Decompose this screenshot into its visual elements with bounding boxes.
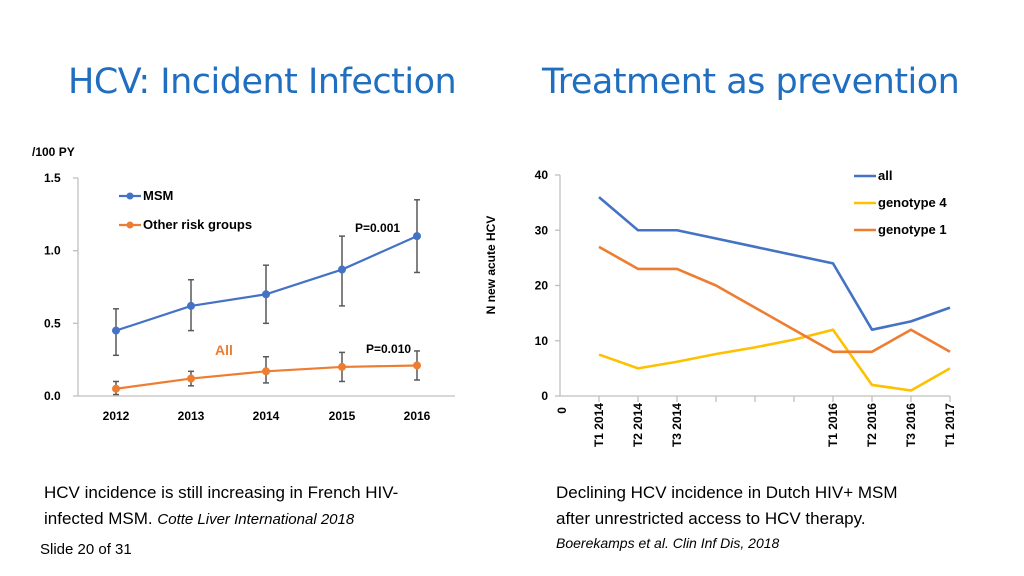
right-x-zero-label: 0 [555, 407, 569, 414]
left-data-point [187, 301, 195, 310]
right-series-line [598, 328, 951, 392]
right-x-tick-label: T2 2016 [865, 403, 879, 447]
right-series-line [598, 196, 951, 332]
left-y-tick-label: 0.0 [44, 389, 61, 403]
right-x-tick-label: T2 2014 [631, 403, 645, 447]
left-data-point [338, 265, 346, 274]
left-data-point [413, 232, 421, 241]
right-x-tick-label: T1 2014 [592, 403, 606, 447]
left-x-tick-label: 2012 [103, 409, 130, 423]
right-x-tick-label: T3 2016 [904, 403, 918, 447]
left-legend-label: MSM [143, 188, 173, 203]
left-p-all: P=0.010 [366, 342, 411, 356]
left-y-tick-label: 0.5 [44, 316, 61, 330]
right-x-tick-label: T3 2014 [670, 403, 684, 447]
right-x-tick-label: T1 2017 [943, 403, 957, 447]
right-y-tick-label: 40 [535, 168, 549, 182]
left-data-point [262, 290, 270, 299]
left-unit-label: /100 PY [32, 145, 75, 159]
left-x-tick-label: 2015 [329, 409, 356, 423]
left-caption-line1: HCV incidence is still increasing in Fre… [44, 483, 399, 502]
left-y-tick-label: 1.5 [44, 171, 61, 185]
right-caption-line1: Declining HCV incidence in Dutch HIV+ MS… [556, 483, 898, 502]
right-y-tick-label: 30 [535, 223, 549, 237]
right-caption-line2: after unrestricted access to HCV therapy… [556, 509, 866, 528]
right-title: Treatment as prevention [542, 62, 960, 102]
left-title: HCV: Incident Infection [68, 62, 457, 102]
right-caption: Declining HCV incidence in Dutch HIV+ MS… [556, 480, 898, 554]
left-legend-marker [126, 192, 134, 200]
right-citation: Boerekamps et al. Clin Inf Dis, 2018 [556, 535, 780, 551]
slide-number: Slide 20 of 31 [40, 541, 132, 558]
left-caption: HCV incidence is still increasing in Fre… [44, 480, 398, 533]
left-data-point [262, 367, 270, 376]
right-y-tick-label: 20 [535, 279, 549, 293]
left-citation: Cotte Liver International 2018 [157, 511, 355, 528]
left-data-point [112, 384, 120, 393]
right-y-label: N new acute HCV [484, 216, 498, 315]
left-y-tick-label: 1.0 [44, 244, 61, 258]
right-legend-label: all [878, 168, 892, 183]
right-y-tick-label: 10 [535, 334, 549, 348]
left-all-label: All [215, 342, 233, 358]
right-series-line [598, 245, 951, 354]
left-data-point [187, 374, 195, 383]
left-x-tick-label: 2013 [178, 409, 205, 423]
left-p-msm: P=0.001 [355, 221, 400, 235]
left-data-point [338, 362, 346, 371]
left-legend-marker [126, 221, 134, 229]
right-y-tick-label: 0 [541, 389, 548, 403]
right-x-tick-label: T1 2016 [826, 403, 840, 447]
right-legend-label: genotype 1 [878, 222, 947, 237]
left-data-point [413, 361, 421, 370]
left-data-point [112, 326, 120, 335]
left-x-tick-label: 2016 [404, 409, 431, 423]
left-legend-label: Other risk groups [143, 217, 252, 232]
left-x-tick-label: 2014 [253, 409, 280, 423]
right-legend-label: genotype 4 [878, 195, 947, 210]
left-caption-line2: infected MSM. [44, 509, 153, 528]
